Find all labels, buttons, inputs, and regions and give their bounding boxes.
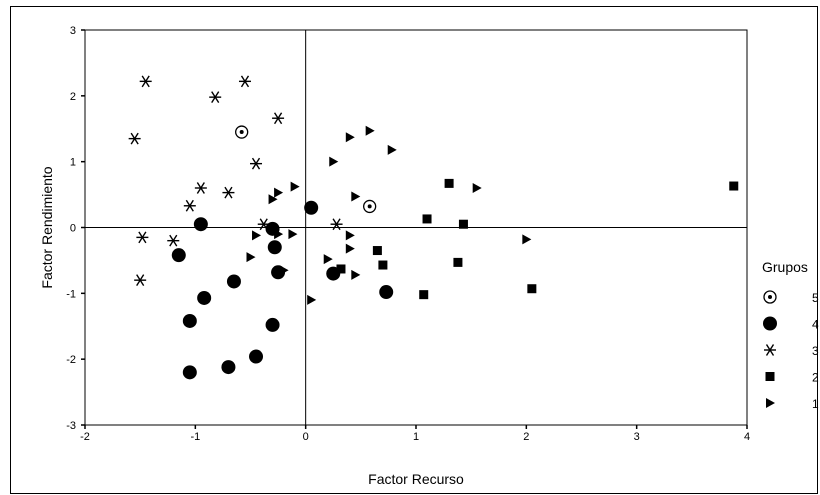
- y-tick-label: 2: [70, 91, 76, 103]
- y-tick-label: -2: [66, 354, 76, 366]
- y-tick-label: 3: [70, 25, 76, 37]
- y-axis-ticks: -3 -2 -1 0 1 2 3: [66, 25, 85, 432]
- point-series-3: [209, 91, 222, 104]
- x-tick-label: 0: [303, 431, 309, 443]
- legend-marker-3: [764, 344, 776, 356]
- point-series-3: [272, 112, 285, 125]
- data-points: [128, 75, 739, 380]
- point-series-1: [472, 183, 482, 193]
- legend-marker-4: [763, 316, 777, 331]
- point-series-3: [139, 75, 152, 88]
- y-tick-label: 0: [70, 223, 76, 235]
- point-series-2: [527, 284, 537, 294]
- point-series-5: [235, 125, 249, 139]
- point-series-1: [307, 294, 317, 305]
- point-series-3: [167, 234, 180, 247]
- x-tick-label: 3: [634, 431, 640, 443]
- legend-label-1: 1: [812, 397, 819, 411]
- point-series-4: [182, 313, 197, 328]
- point-series-2: [444, 178, 454, 188]
- legend-label-2: 2: [812, 371, 819, 385]
- point-series-1: [252, 230, 262, 241]
- point-series-1: [246, 252, 256, 263]
- point-series-4: [193, 217, 208, 232]
- point-series-2: [729, 181, 739, 191]
- legend-marker-1: [766, 398, 775, 408]
- point-series-4: [304, 200, 319, 215]
- point-series-5: [363, 199, 377, 214]
- point-series-1: [290, 181, 300, 192]
- point-series-1: [329, 156, 339, 167]
- point-series-1: [274, 229, 284, 240]
- x-axis-label: Factor Recurso: [368, 471, 464, 487]
- point-series-3: [128, 132, 141, 145]
- point-series-1: [345, 243, 355, 254]
- point-series-1: [323, 254, 333, 265]
- y-axis-label: Factor Rendimiento: [39, 166, 55, 288]
- point-series-1: [345, 230, 355, 241]
- point-series-1: [351, 269, 361, 280]
- point-series-3: [183, 199, 196, 212]
- point-series-3: [250, 157, 263, 170]
- point-series-1: [268, 194, 278, 205]
- point-series-3: [136, 231, 149, 244]
- point-series-2: [419, 290, 429, 300]
- point-series-1: [345, 132, 355, 143]
- point-series-3: [330, 218, 343, 231]
- series-2: [336, 178, 739, 300]
- x-tick-label: -2: [80, 431, 90, 443]
- y-tick-label: -1: [66, 288, 76, 300]
- x-tick-label: 2: [523, 431, 529, 443]
- point-series-4: [182, 365, 197, 380]
- point-series-3: [194, 182, 207, 194]
- series-5: [235, 125, 377, 214]
- point-series-1: [351, 191, 361, 202]
- point-series-4: [197, 290, 212, 305]
- x-tick-label: -1: [190, 431, 200, 443]
- point-series-4: [249, 349, 264, 364]
- x-tick-label: 4: [744, 431, 750, 443]
- point-series-1: [522, 234, 532, 245]
- point-series-1: [387, 144, 397, 155]
- y-tick-label: 1: [70, 157, 76, 169]
- point-series-4: [267, 240, 282, 255]
- legend: Grupos 5 4 3 2 1: [762, 259, 819, 411]
- point-series-1: [274, 187, 284, 198]
- point-series-2: [372, 246, 382, 256]
- series-1: [246, 125, 532, 305]
- legend-label-4: 4: [812, 318, 819, 332]
- x-tick-label: 1: [413, 431, 419, 443]
- legend-marker-2: [765, 372, 775, 381]
- point-series-1: [365, 125, 375, 136]
- series-3: [128, 75, 343, 287]
- point-series-3: [222, 186, 235, 199]
- legend-title: Grupos: [762, 259, 808, 275]
- point-series-4: [226, 274, 241, 289]
- point-series-3: [257, 218, 270, 231]
- point-series-3: [238, 75, 251, 88]
- point-series-1: [288, 229, 298, 240]
- point-series-4: [265, 317, 280, 332]
- point-series-3: [134, 274, 147, 287]
- point-series-2: [378, 260, 388, 270]
- legend-label-5: 5: [812, 291, 819, 305]
- point-series-1: [279, 265, 289, 276]
- point-series-2: [336, 264, 346, 274]
- point-series-4: [379, 285, 394, 300]
- point-series-4: [221, 360, 236, 375]
- chart-frame: [10, 6, 818, 494]
- reference-lines: [85, 30, 747, 425]
- y-tick-label: -3: [66, 420, 76, 432]
- point-series-2: [422, 214, 432, 224]
- point-series-2: [453, 257, 463, 267]
- point-series-2: [458, 219, 468, 229]
- legend-marker-5: [763, 290, 777, 304]
- point-series-4: [171, 248, 186, 263]
- x-axis-ticks: -2 -1 0 1 2 3 4: [80, 425, 750, 443]
- legend-label-3: 3: [812, 344, 819, 358]
